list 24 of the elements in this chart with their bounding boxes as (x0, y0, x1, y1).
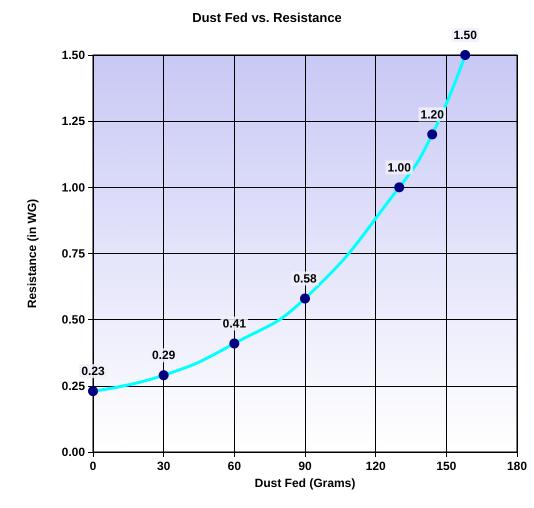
y-tick-label: 0.75 (62, 246, 86, 260)
x-tick-label: 150 (436, 459, 457, 473)
data-label: 0.23 (81, 364, 105, 378)
data-label: 0.58 (293, 271, 317, 286)
x-tick-label: 0 (90, 459, 97, 473)
x-tick-label: 30 (156, 459, 171, 473)
data-label: 1.00 (388, 160, 412, 174)
data-label: 0.29 (152, 348, 176, 362)
y-tick-label: 1.00 (62, 180, 86, 194)
x-axis-title: Dust Fed (Grams) (254, 476, 356, 490)
y-tick-label: 0.50 (62, 312, 86, 327)
y-tick-label: 1.50 (62, 48, 86, 62)
data-label: 0.41 (222, 316, 246, 330)
y-tick-label: 0.00 (62, 445, 86, 459)
data-label: 1.50 (454, 28, 478, 42)
x-tick-label: 180 (506, 459, 528, 473)
data-label: 1.20 (420, 107, 444, 122)
x-tick-label: 120 (366, 459, 386, 473)
x-tick-label: 90 (298, 459, 312, 473)
y-tick-label: 1.25 (62, 114, 86, 128)
y-axis-title: Resistance (in WG) (25, 198, 39, 308)
y-tick-label: 0.25 (62, 378, 86, 393)
chart-title: Dust Fed vs. Resistance (192, 10, 342, 25)
x-tick-label: 60 (228, 459, 242, 473)
